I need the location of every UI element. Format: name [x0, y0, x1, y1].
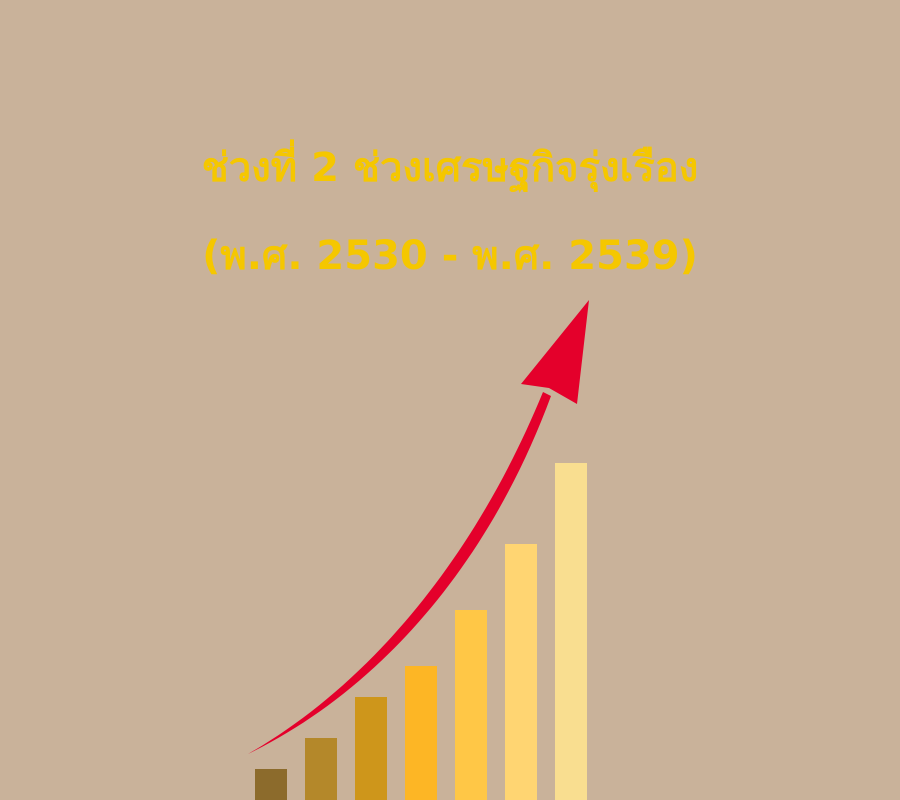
page-title-line-2: (พ.ศ. 2530 - พ.ศ. 2539) [202, 233, 698, 279]
bar-1 [255, 769, 287, 800]
bar-4 [405, 666, 437, 800]
bar-6 [505, 544, 537, 800]
bar-5 [455, 610, 487, 800]
bar-3 [355, 697, 387, 800]
trend-arrow-icon [248, 300, 589, 754]
bar-2 [305, 738, 337, 800]
bar-group [255, 463, 587, 800]
bar-7 [555, 463, 587, 800]
page-title-line-1: ช่วงที่ 2 ช่วงเศรษฐกิจรุ่งเรือง [201, 145, 699, 191]
trend-arrow-head [521, 300, 589, 404]
